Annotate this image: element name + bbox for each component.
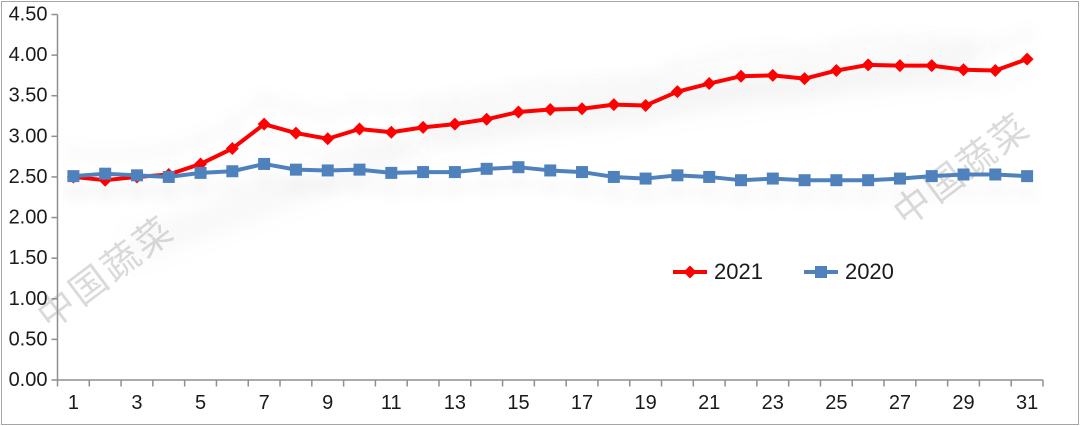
data-point-marker: [67, 170, 80, 183]
data-point-marker: [988, 64, 1002, 78]
x-tick-label: 29: [952, 392, 974, 414]
data-point-marker: [448, 166, 461, 179]
x-tick-label: 21: [698, 392, 720, 414]
y-tick-label: 1.50: [9, 247, 48, 269]
data-point-marker: [385, 166, 398, 179]
y-tick-label: 0.50: [9, 328, 48, 350]
data-point-marker: [162, 170, 175, 183]
axes: 0.00 0.50 1.00 1.50 2.00 2.50 3.00 3.50 4.00 4.50…: [9, 4, 1044, 414]
x-tick-label: 19: [634, 392, 656, 414]
data-point-marker: [671, 169, 684, 182]
data-point-marker: [766, 68, 780, 82]
x-tick-label: 9: [322, 392, 333, 414]
2020-square-marker-icon: [803, 266, 838, 278]
data-point-marker: [289, 163, 302, 176]
data-point-marker: [957, 168, 970, 181]
data-point-marker: [321, 164, 334, 177]
data-point-marker: [480, 112, 494, 126]
data-point-marker: [194, 166, 207, 179]
y-tick-label: 1.00: [9, 288, 48, 310]
data-point-marker: [353, 163, 366, 176]
x-tick-label: 7: [259, 392, 270, 414]
data-point-marker: [798, 72, 812, 86]
data-point-marker: [512, 161, 525, 174]
x-tick-label: 25: [825, 392, 847, 414]
data-point-marker: [448, 117, 462, 131]
data-point-marker: [384, 125, 398, 139]
data-point-marker: [353, 122, 367, 136]
data-point-marker: [1020, 52, 1034, 66]
data-point-marker: [607, 98, 621, 112]
data-point-marker: [225, 142, 239, 156]
data-point-marker: [544, 164, 557, 177]
legend-label-2020: 2020: [844, 259, 894, 284]
data-point-marker: [861, 58, 875, 72]
x-tick-label: 1: [68, 392, 79, 414]
data-point-marker: [607, 170, 620, 183]
x-tick-label: 13: [444, 392, 466, 414]
data-point-marker: [257, 117, 271, 131]
data-point-marker: [766, 172, 779, 185]
data-point-marker: [576, 166, 589, 179]
series-2021-path: [71, 57, 1030, 183]
data-point-marker: [1021, 170, 1034, 183]
legend-label-2021: 2021: [714, 259, 763, 284]
data-point-marker: [99, 167, 112, 180]
y-tick-label: 2.50: [9, 166, 48, 188]
data-point-marker: [258, 157, 271, 170]
y-tick-label: 2.00: [9, 207, 48, 229]
y-tick-label: 4.00: [9, 44, 48, 66]
y-tick-label: 4.50: [9, 4, 48, 26]
data-point-marker: [417, 166, 430, 179]
data-point-marker: [734, 174, 747, 187]
data-point-marker: [829, 64, 843, 78]
x-tick-label: 15: [507, 392, 529, 414]
data-point-marker: [989, 168, 1002, 181]
data-point-marker: [830, 174, 843, 187]
y-tick-label: 3.00: [9, 125, 48, 147]
series-2020-line[interactable]: [67, 157, 1034, 187]
data-point-marker: [957, 63, 971, 77]
series-2021-line[interactable]: [66, 52, 1034, 187]
data-point-marker: [702, 77, 716, 91]
data-point-marker: [925, 59, 939, 73]
y-tick-label: 0.00: [9, 369, 48, 391]
data-point-marker: [543, 103, 557, 117]
x-tick-label: 11: [381, 392, 402, 414]
x-tick-label: 31: [1016, 392, 1038, 414]
x-tick-label: 3: [131, 392, 142, 414]
x-tick-label: 23: [762, 392, 784, 414]
2021-diamond-marker-icon: [673, 265, 707, 279]
data-point-marker: [925, 170, 938, 183]
data-point-marker: [734, 69, 748, 83]
data-point-marker: [703, 170, 716, 183]
series-layer: [66, 52, 1034, 187]
legend-item-2021[interactable]: 2021: [672, 259, 763, 285]
data-point-marker: [416, 120, 430, 134]
data-point-marker: [226, 165, 239, 178]
data-point-marker: [321, 132, 335, 146]
data-point-marker: [798, 174, 811, 187]
chart-legend: 2021 2020: [672, 259, 894, 285]
data-point-marker: [670, 85, 684, 99]
data-point-marker: [639, 172, 652, 185]
data-point-marker: [480, 162, 493, 175]
x-tick-label: 5: [195, 392, 206, 414]
data-point-marker: [575, 102, 589, 116]
data-point-marker: [893, 172, 906, 185]
data-point-marker: [862, 174, 875, 187]
data-point-marker: [130, 169, 143, 182]
data-point-marker: [289, 126, 303, 140]
y-tick-label: 3.50: [9, 85, 48, 107]
x-tick-label: 27: [889, 392, 911, 414]
data-point-marker: [511, 105, 525, 119]
x-tick-label: 17: [571, 392, 593, 414]
data-point-marker: [639, 98, 653, 112]
legend-item-2020[interactable]: 2020: [803, 259, 894, 285]
data-point-marker: [893, 59, 907, 73]
